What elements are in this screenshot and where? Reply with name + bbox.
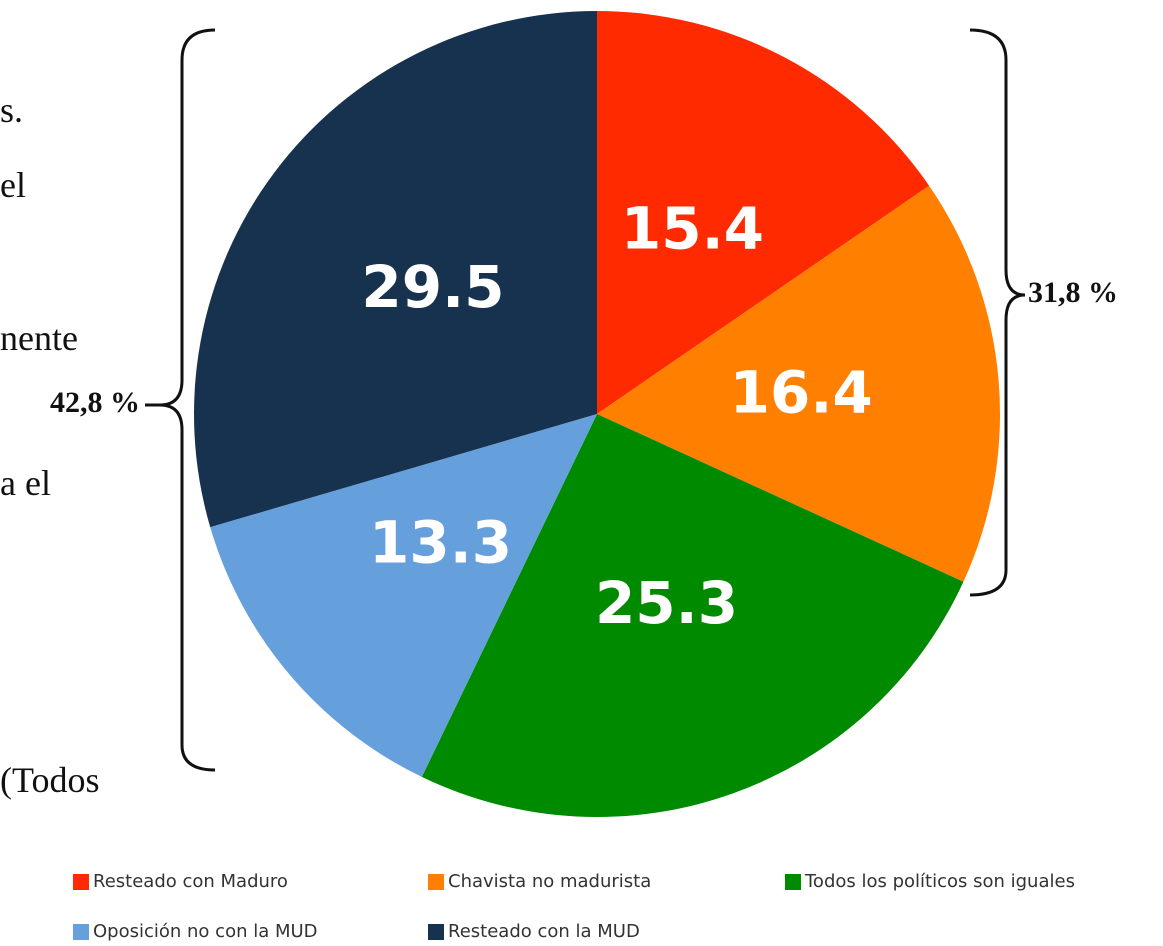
pie-slice <box>597 11 930 414</box>
side-text: s. el nente a el (Todos <box>0 90 99 800</box>
legend-swatch <box>785 874 801 890</box>
side-text-line: s. <box>0 90 23 130</box>
pie-slice <box>597 185 1000 582</box>
pie-slice <box>421 414 964 817</box>
bracket-label: 31,8 % <box>1028 276 1118 309</box>
legend-swatch <box>428 874 444 890</box>
legend-label: Todos los políticos son iguales <box>804 871 1075 892</box>
data-label: 25.3 <box>595 569 738 637</box>
left-bracket <box>145 28 216 772</box>
legend-label: Resteado con la MUD <box>448 921 640 942</box>
data-label: 29.5 <box>361 253 504 321</box>
right-bracket <box>969 28 1026 597</box>
side-text-line: nente <box>0 318 78 358</box>
side-text-line: el <box>0 165 26 205</box>
data-label: 13.3 <box>369 509 512 577</box>
pie-slice <box>210 414 597 777</box>
data-label: 16.4 <box>730 358 873 426</box>
legend-swatch <box>73 874 89 890</box>
legend-swatch <box>428 924 444 940</box>
legend-label: Resteado con Maduro <box>93 871 288 892</box>
side-text-line: a el <box>0 463 51 503</box>
pie-slice <box>194 11 597 528</box>
legend-swatch <box>73 924 89 940</box>
bracket-label: 42,8 % <box>50 386 140 419</box>
legend-label: Oposición no con la MUD <box>93 921 318 942</box>
side-text-line: (Todos <box>0 760 99 800</box>
data-label: 15.4 <box>621 195 764 263</box>
legend-label: Chavista no madurista <box>448 871 651 892</box>
legend: Resteado con Maduro Chavista no madurista… <box>73 871 1075 942</box>
pie: 15.4 16.4 25.3 13.3 29.5 <box>194 11 1000 817</box>
